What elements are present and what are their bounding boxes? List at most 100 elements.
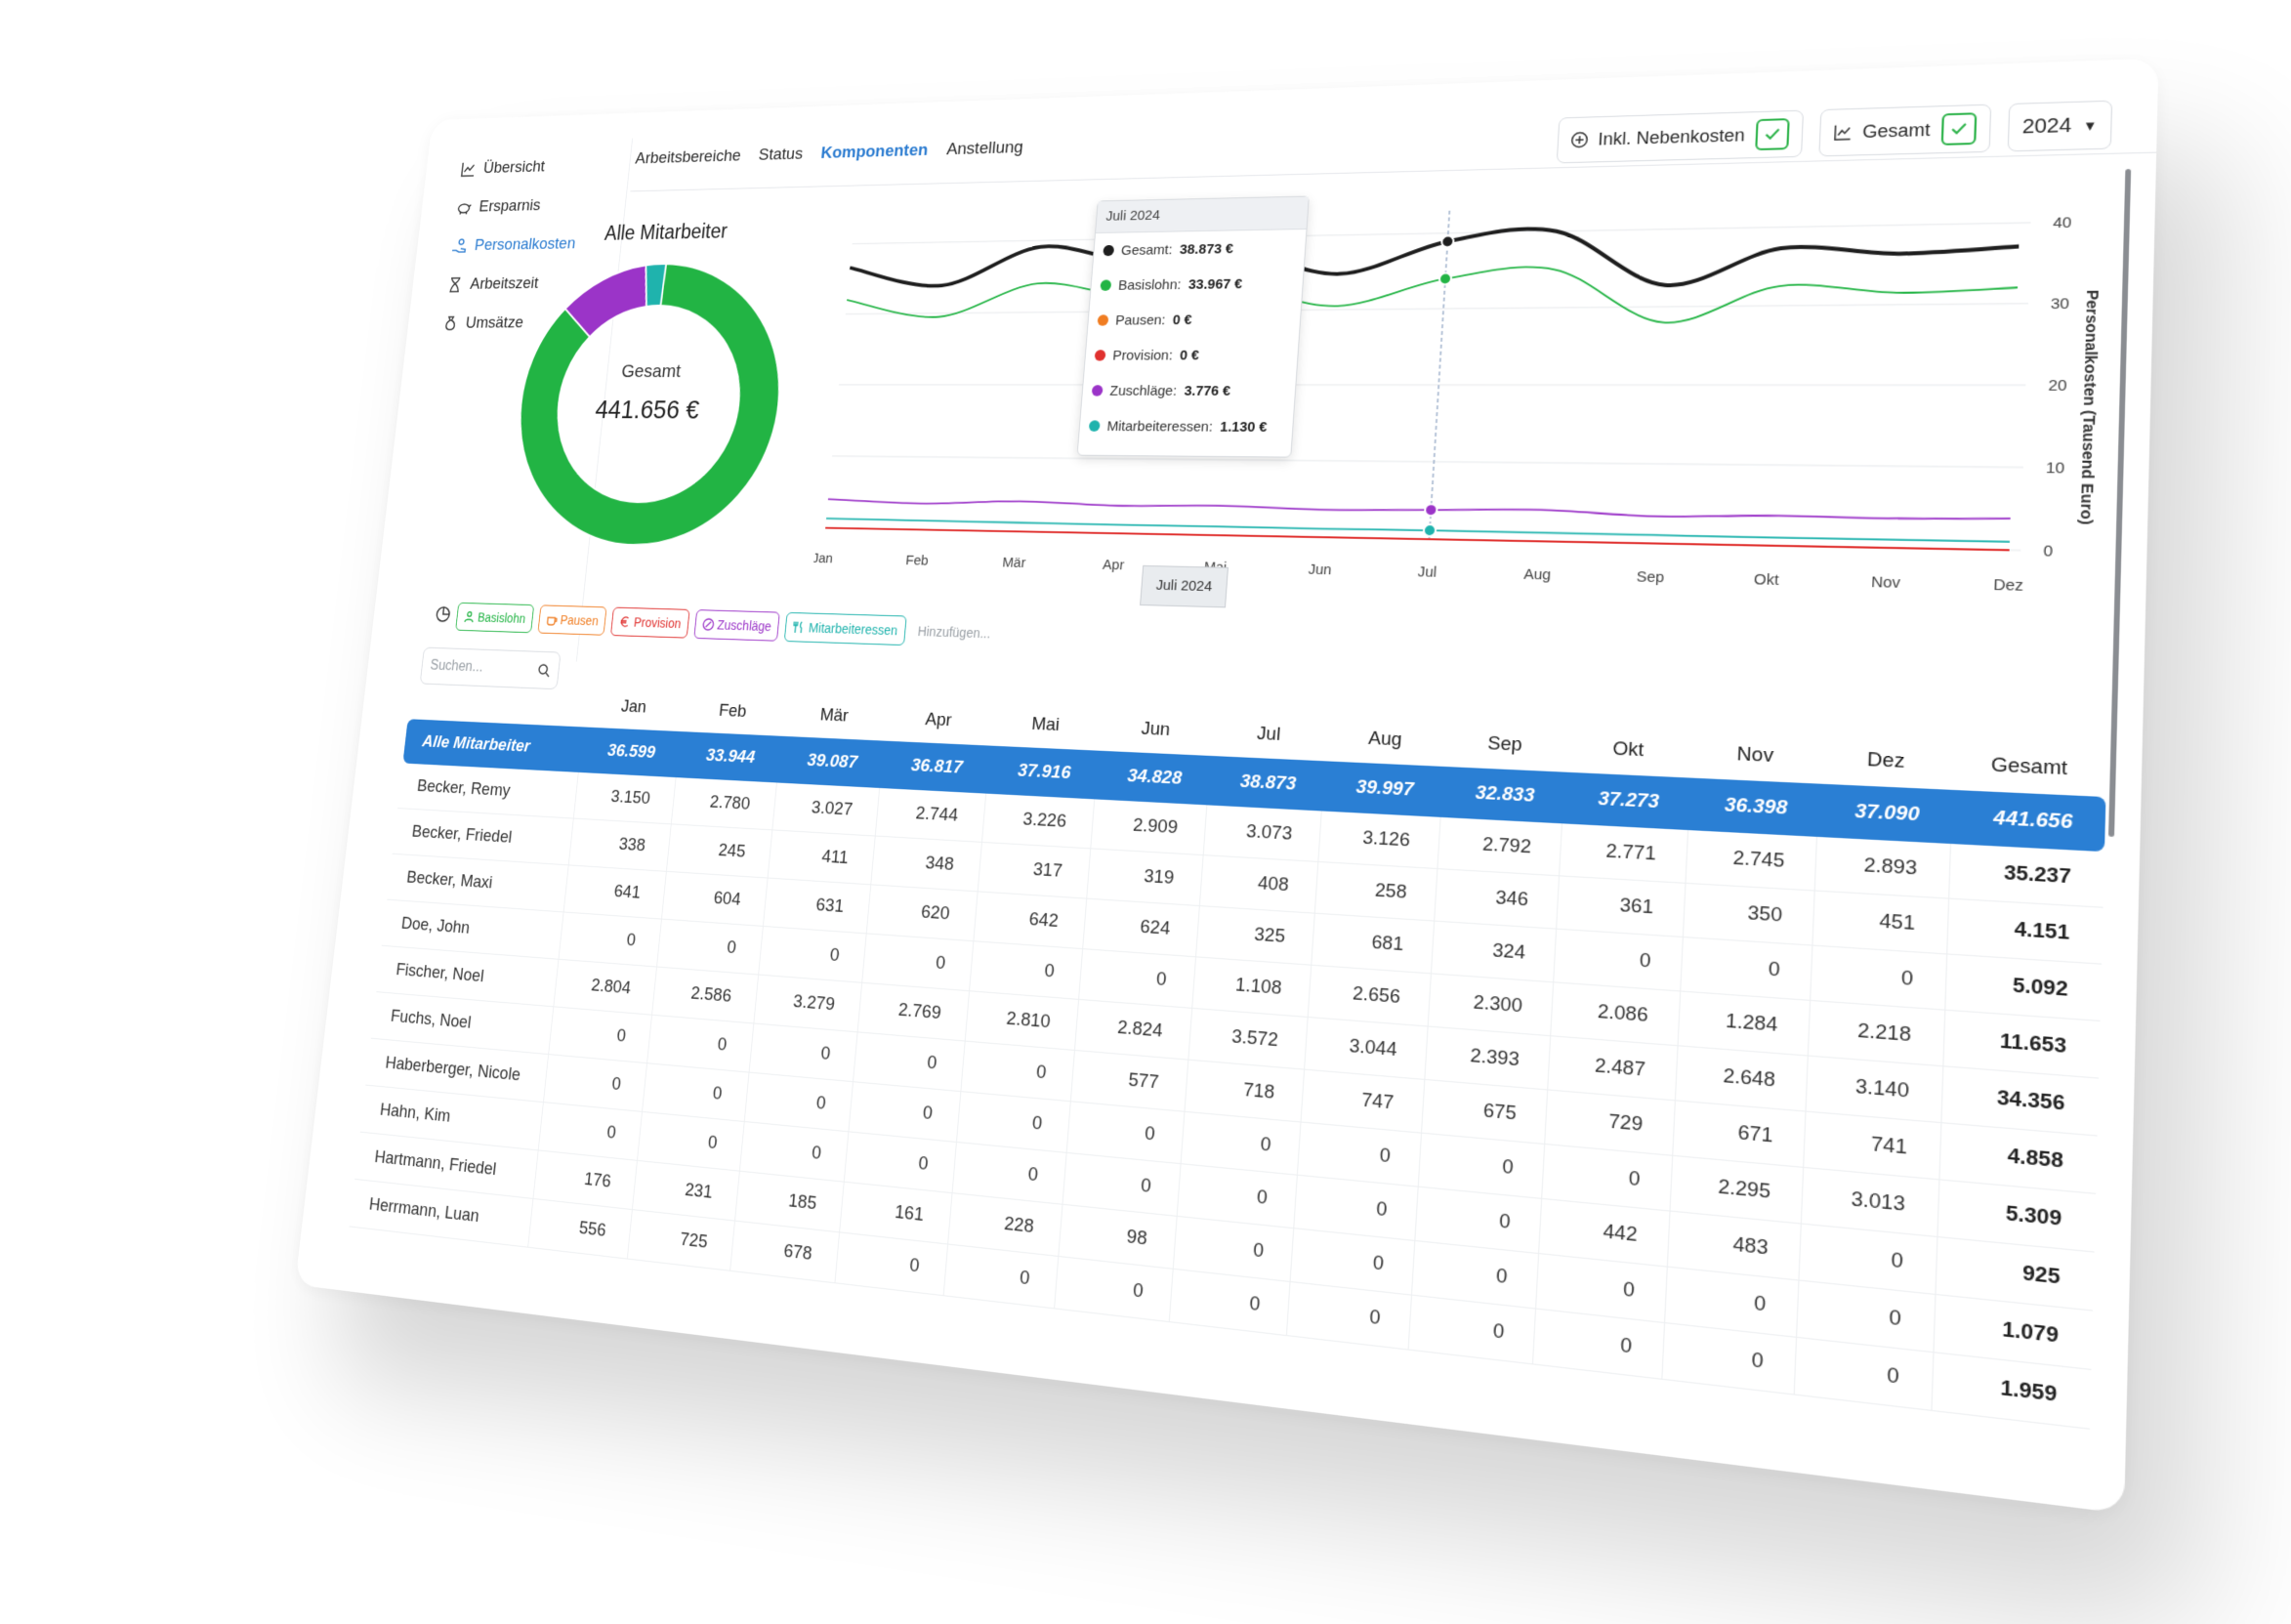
table-cell: 620 bbox=[866, 885, 977, 941]
sidebar-item-label: Übersicht bbox=[482, 158, 546, 179]
table-cell: 2.771 bbox=[1560, 823, 1687, 883]
chip-basislohn[interactable]: Basislohn bbox=[455, 603, 534, 633]
tab-komponenten[interactable]: Komponenten bbox=[820, 141, 929, 163]
column-header[interactable]: Okt bbox=[1564, 723, 1692, 777]
tooltip-row-label: Gesamt: bbox=[1120, 241, 1173, 258]
tooltip-row-label: Zuschläge: bbox=[1109, 383, 1178, 398]
caret-down-icon: ▼ bbox=[2083, 117, 2098, 133]
add-component-button[interactable]: Hinzufügen... bbox=[917, 624, 991, 642]
table-cell: 2.893 bbox=[1814, 837, 1950, 898]
chip-zuschläge[interactable]: Zuschläge bbox=[693, 609, 780, 642]
pie-chart-icon[interactable] bbox=[434, 604, 451, 627]
sidebar-item-ersparnis[interactable]: Ersparnis bbox=[442, 185, 615, 228]
x-tick-label: Apr bbox=[1103, 557, 1126, 573]
chip-pausen[interactable]: Pausen bbox=[537, 604, 606, 635]
hand-coins-icon bbox=[451, 237, 468, 254]
table-cell: 451 bbox=[1812, 891, 1948, 954]
money-bag-icon bbox=[442, 315, 460, 332]
column-header[interactable]: Dez bbox=[1819, 733, 1954, 790]
tab-status[interactable]: Status bbox=[758, 145, 804, 165]
table-cell: 2.218 bbox=[1808, 1000, 1944, 1065]
toolbar-controls: Inkl. Nebenkosten Gesamt 2024 ▼ bbox=[1556, 101, 2112, 164]
tooltip-row-value: 33.967 € bbox=[1187, 275, 1242, 292]
highlight-point[interactable] bbox=[1439, 272, 1452, 284]
chip-provision[interactable]: Provision bbox=[610, 607, 689, 639]
table-cell: 604 bbox=[661, 871, 767, 926]
table-cell: 411 bbox=[768, 830, 876, 885]
column-header[interactable]: Jun bbox=[1099, 704, 1214, 756]
legend-dot bbox=[1100, 279, 1111, 290]
table-cell: 725 bbox=[627, 1210, 734, 1271]
table-cell: 3.027 bbox=[771, 782, 879, 836]
tab-arbeitsbereiche[interactable]: Arbeitsbereiche bbox=[635, 146, 742, 168]
series-line-gesamt[interactable] bbox=[848, 220, 2020, 295]
table-cell: 408 bbox=[1199, 855, 1318, 914]
nebenkosten-label: Inkl. Nebenkosten bbox=[1598, 125, 1745, 149]
crosshair-line bbox=[1429, 211, 1449, 539]
column-header[interactable]: Jan bbox=[583, 684, 686, 731]
year-select[interactable]: 2024 ▼ bbox=[2007, 101, 2112, 152]
tab-anstellung[interactable]: Anstellung bbox=[945, 138, 1023, 159]
tooltip-row-value: 3.776 € bbox=[1184, 383, 1231, 398]
percent-icon bbox=[702, 618, 715, 631]
gesamt-toggle[interactable]: Gesamt bbox=[1818, 104, 1991, 157]
app-window-perspective: Übersicht Ersparnis Personalkosten Arbei… bbox=[295, 59, 2158, 1514]
tooltip-row-value: 1.130 € bbox=[1220, 419, 1268, 436]
table-cell: 3.073 bbox=[1203, 805, 1322, 861]
table-cell: 2.792 bbox=[1437, 817, 1562, 876]
series-line-zuschläge[interactable] bbox=[828, 498, 2011, 521]
table-cell: 338 bbox=[568, 818, 671, 871]
search-icon bbox=[537, 663, 552, 678]
coffee-icon bbox=[545, 613, 558, 626]
gridline bbox=[832, 456, 2023, 468]
cost-table: Jan Feb Mär Apr Mai Jun Jul Aug Sep Okt Nov Dez Gesa… bbox=[350, 677, 2107, 1430]
table-cell: 0 bbox=[969, 941, 1083, 1000]
column-header[interactable]: Nov bbox=[1690, 728, 1821, 783]
y-axis-label: Personalkosten (Tausend Euro) bbox=[2077, 290, 2103, 525]
piggy-bank-icon bbox=[455, 199, 472, 216]
table-cell: 1.108 bbox=[1191, 957, 1312, 1018]
y-tick-label: 30 bbox=[2051, 295, 2070, 312]
highlight-point[interactable] bbox=[1425, 504, 1437, 516]
table-cell: 556 bbox=[527, 1198, 632, 1259]
tooltip-title: Juli 2024 bbox=[1096, 197, 1309, 233]
sidebar-item-label: Umsätze bbox=[465, 313, 524, 333]
tooltip-row: Basislohn: 33.967 € bbox=[1090, 265, 1304, 303]
sidebar-item-uebersicht[interactable]: Übersicht bbox=[446, 146, 619, 189]
table-cell: 38.873 bbox=[1206, 756, 1324, 812]
table-cell: 0 bbox=[1169, 1269, 1290, 1335]
highlight-point[interactable] bbox=[1441, 235, 1454, 247]
column-header[interactable]: Mai bbox=[989, 700, 1102, 751]
legend-dot bbox=[1095, 350, 1106, 360]
tooltip-row: Provision: 0 € bbox=[1084, 337, 1298, 373]
tooltip-row-value: 0 € bbox=[1180, 347, 1200, 362]
table-cell: 39.997 bbox=[1321, 761, 1442, 816]
column-header[interactable]: Feb bbox=[681, 687, 785, 736]
chip-label: Provision bbox=[633, 615, 682, 631]
gesamt-checkbox[interactable] bbox=[1940, 112, 1977, 146]
chip-mitarbeiteressen[interactable]: Mitarbeiteressen bbox=[784, 612, 906, 645]
table-cell: 36.398 bbox=[1687, 778, 1819, 837]
highlight-point[interactable] bbox=[1424, 524, 1437, 536]
chip-label: Basislohn bbox=[477, 610, 525, 626]
table-cell: 642 bbox=[973, 892, 1086, 949]
table-cell: 2.769 bbox=[857, 982, 969, 1041]
series-line-basislohn[interactable] bbox=[844, 261, 2018, 329]
tooltip-row: Gesamt: 38.873 € bbox=[1093, 229, 1306, 269]
column-header[interactable]: Gesamt bbox=[1952, 738, 2107, 797]
year-value: 2024 bbox=[2021, 114, 2071, 139]
table-cell: 319 bbox=[1087, 849, 1203, 906]
column-header[interactable]: Sep bbox=[1443, 718, 1567, 771]
table-cell: 2.300 bbox=[1428, 974, 1554, 1036]
column-header[interactable]: Aug bbox=[1325, 713, 1446, 766]
check-icon bbox=[1948, 120, 1969, 139]
column-header[interactable]: Mär bbox=[781, 691, 889, 740]
x-tick-label: Jun bbox=[1308, 562, 1332, 578]
x-tick-label: Dez bbox=[1993, 576, 2024, 595]
nebenkosten-checkbox[interactable] bbox=[1755, 118, 1790, 150]
tooltip-row: Pausen: 0 € bbox=[1087, 301, 1301, 338]
check-icon bbox=[1763, 125, 1782, 144]
nebenkosten-toggle[interactable]: Inkl. Nebenkosten bbox=[1556, 110, 1803, 164]
column-header[interactable]: Apr bbox=[884, 695, 993, 745]
column-header[interactable]: Jul bbox=[1210, 709, 1328, 762]
